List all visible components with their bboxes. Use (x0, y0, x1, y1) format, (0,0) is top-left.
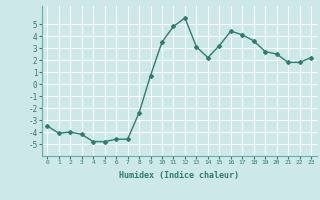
X-axis label: Humidex (Indice chaleur): Humidex (Indice chaleur) (119, 171, 239, 180)
